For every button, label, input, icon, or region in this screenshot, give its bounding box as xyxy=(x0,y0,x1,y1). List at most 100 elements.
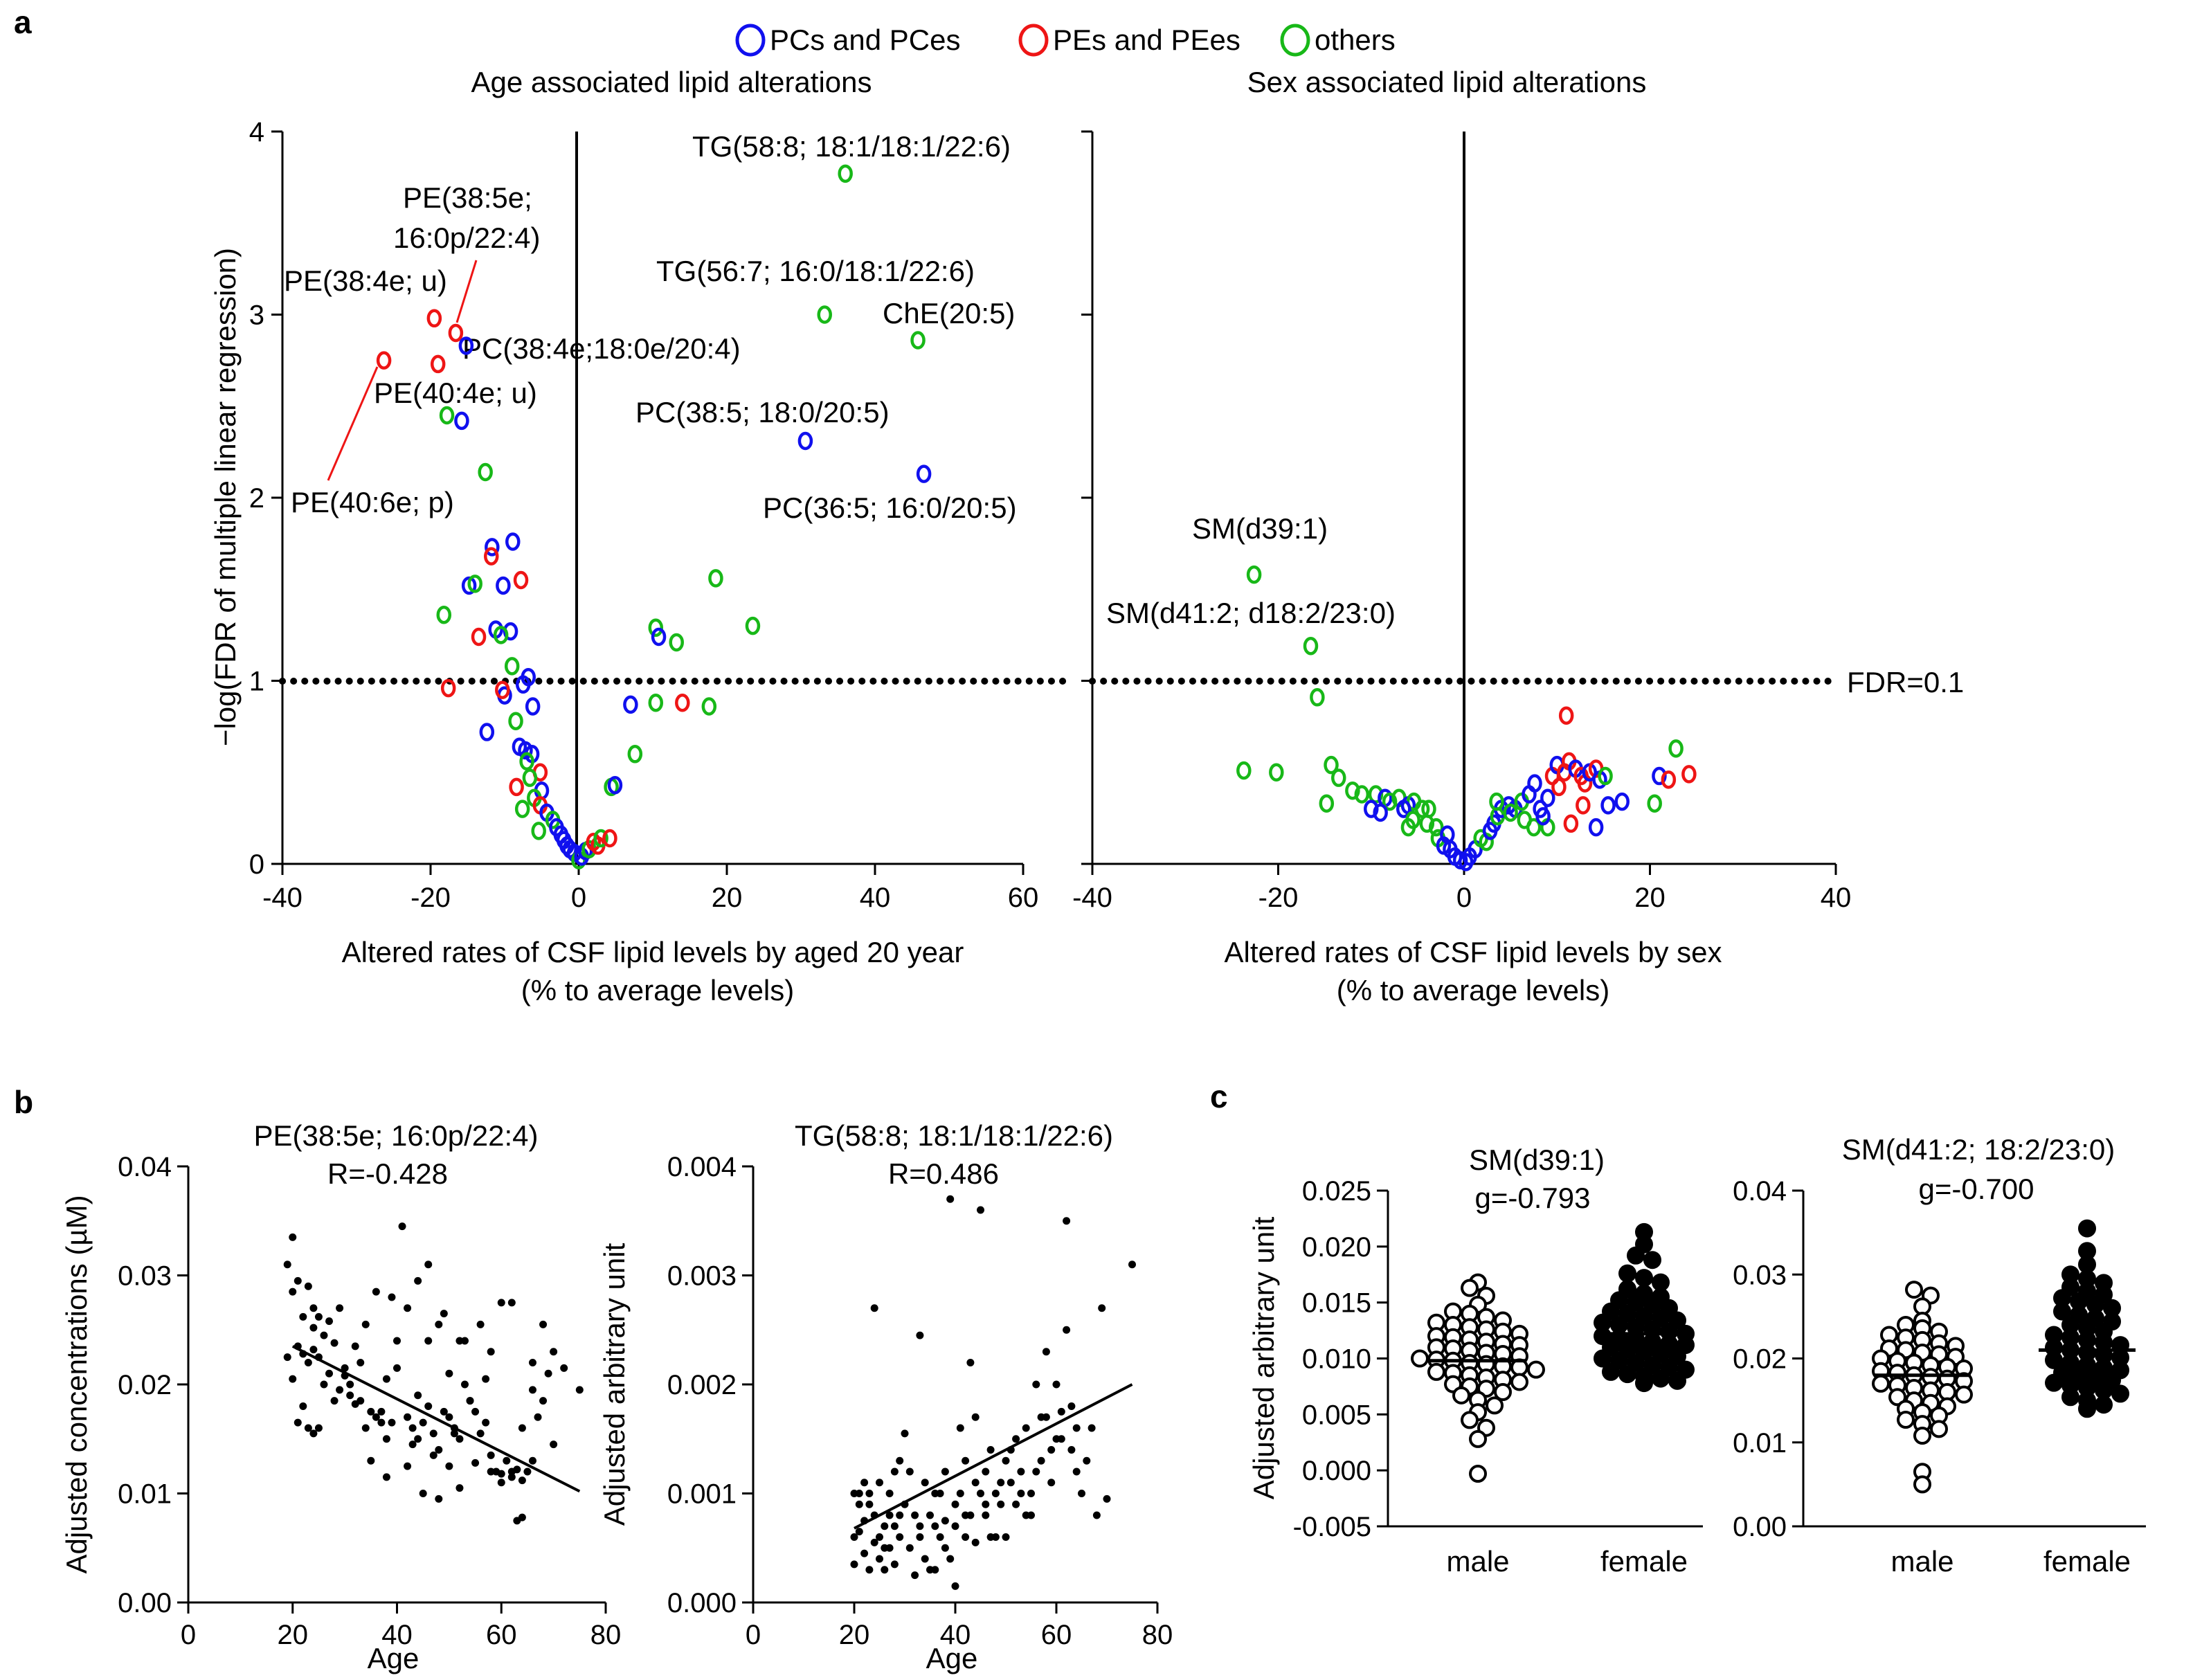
chart-b-pe: PE(38:5e; 16:0p/22:4) R=-0.428 0 20 40 60 80… xyxy=(60,1119,621,1674)
b-tg-point xyxy=(971,1538,980,1546)
c-sm391-point-male xyxy=(1452,1386,1470,1404)
b-pe-point xyxy=(372,1288,380,1296)
b-tg-point xyxy=(1103,1494,1111,1503)
c-sm391-ytick-label: 0.010 xyxy=(1302,1344,1371,1375)
b-pe-title: PE(38:5e; 16:0p/22:4) xyxy=(254,1119,539,1152)
c-sm412-point-female xyxy=(2095,1396,2113,1414)
a-sex-point-pc xyxy=(1600,796,1616,815)
b-pe-point xyxy=(388,1418,396,1427)
b-pe-point xyxy=(289,1375,297,1383)
b-pe-point xyxy=(388,1293,396,1301)
a-age-point-other xyxy=(508,712,523,730)
b-tg-point xyxy=(951,1500,959,1508)
b-pe-point xyxy=(497,1479,505,1487)
b-tg-point xyxy=(926,1511,934,1519)
c-sm412-point-female xyxy=(2045,1373,2063,1392)
a-sex-xtick-label: -40 xyxy=(1072,883,1112,913)
b-pe-point xyxy=(497,1470,505,1478)
c-sm391-point-female xyxy=(1668,1371,1686,1390)
c-sm412-point-male xyxy=(1872,1374,1890,1393)
a-sex-point-other xyxy=(1400,818,1416,837)
a-sex-point-pc xyxy=(1614,792,1630,811)
a-sex-point-other xyxy=(1668,739,1684,758)
a-age-point-pe xyxy=(483,547,499,566)
b-tg-point xyxy=(1027,1490,1035,1497)
c-sm391-ytick-label: 0.000 xyxy=(1302,1456,1371,1486)
b-pe-point xyxy=(377,1407,386,1416)
ann-tg-56-7: TG(56:7; 16:0/18:1/22:6) xyxy=(656,255,975,287)
b-pe-point xyxy=(357,1359,365,1366)
chart-a-age: Age associated lipid alterations -40 -20 0… xyxy=(209,66,1068,1006)
b-tg-point xyxy=(936,1533,944,1541)
c-sm391-point-female xyxy=(1594,1349,1612,1368)
b-tg-point xyxy=(926,1566,934,1574)
c-sm412-title: SM(d41:2; 18:2/23:0) xyxy=(1842,1133,2115,1166)
legend-label-other: others xyxy=(1315,24,1396,56)
leader-pe-38-5e xyxy=(455,260,478,323)
a-age-point-other xyxy=(648,693,664,712)
b-tg-point xyxy=(876,1555,883,1563)
a-age-point-pe xyxy=(448,323,464,343)
b-tg-point xyxy=(855,1500,863,1508)
a-sex-point-pc xyxy=(1527,774,1542,793)
b-pe-point xyxy=(460,1337,469,1345)
c-sm391-point-male xyxy=(1510,1373,1528,1391)
c-sm391-point-female xyxy=(1635,1374,1653,1393)
a-sex-point-other xyxy=(1269,763,1284,782)
b-pe-x-title: Age xyxy=(368,1642,419,1674)
b-tg-point xyxy=(1063,1217,1071,1225)
c-sm412-point-male xyxy=(1930,1420,1948,1438)
ann-sm-d39-1: SM(d39:1) xyxy=(1192,512,1328,545)
b-pe-point xyxy=(445,1462,453,1470)
c-sm412-point-female xyxy=(2078,1400,2096,1418)
b-pe-point xyxy=(455,1337,464,1345)
a-sex-point-pe xyxy=(1551,777,1567,797)
legend-marker-other xyxy=(1280,24,1310,57)
b-tg-point xyxy=(890,1560,899,1569)
b-pe-point xyxy=(393,1364,401,1372)
b-tg-point xyxy=(1022,1424,1030,1432)
b-pe-point xyxy=(414,1435,422,1443)
chart-a-sex-title: Sex associated lipid alterations xyxy=(1247,66,1647,98)
b-tg-point xyxy=(890,1467,899,1476)
b-tg-point xyxy=(941,1467,949,1476)
b-tg-point xyxy=(1057,1407,1065,1416)
a-age-xtick-label: 40 xyxy=(860,883,891,913)
b-pe-point xyxy=(482,1418,490,1427)
b-pe-point xyxy=(336,1386,344,1394)
b-pe-point xyxy=(445,1413,453,1421)
a-age-xtick-label: 0 xyxy=(571,883,586,913)
c-sm391-point-female xyxy=(1643,1251,1661,1270)
b-pe-point xyxy=(382,1435,390,1443)
b-tg-point xyxy=(905,1544,914,1552)
b-pe-point xyxy=(518,1476,526,1485)
b-tg-point xyxy=(890,1522,899,1530)
a-sex-point-other xyxy=(1647,794,1662,813)
b-tg-point xyxy=(951,1582,959,1590)
b-tg-xtick-label: 80 xyxy=(1142,1620,1173,1650)
a-sex-point-other xyxy=(1246,565,1262,584)
ann-pe-38-5e-b: 16:0p/22:4) xyxy=(393,222,541,254)
ann-pc-38-5: PC(38:5; 18:0/20:5) xyxy=(635,396,890,428)
b-tg-point xyxy=(962,1511,970,1519)
b-pe-point xyxy=(404,1413,412,1421)
a-sex-point-pe xyxy=(1558,706,1574,725)
b-tg-point xyxy=(881,1544,889,1552)
c-sm391-ytick-label: 0.020 xyxy=(1302,1232,1371,1263)
a-sex-point-other xyxy=(1489,792,1504,811)
b-tg-point xyxy=(1047,1479,1056,1487)
a-sex-point-pc xyxy=(1540,788,1555,808)
c-sm412-point-female xyxy=(2078,1219,2096,1238)
b-pe-point xyxy=(429,1429,437,1438)
b-tg-ytick-label: 0.002 xyxy=(667,1370,737,1400)
b-tg-point xyxy=(997,1479,1005,1487)
b-pe-point xyxy=(518,1513,526,1521)
b-tg-point xyxy=(982,1467,990,1476)
b-pe-point xyxy=(341,1364,349,1372)
b-pe-point xyxy=(476,1429,485,1438)
b-pe-point xyxy=(534,1413,542,1421)
fdr-threshold-label: FDR=0.1 xyxy=(1847,666,1964,698)
a-sex-point-other xyxy=(1236,761,1252,780)
a-age-ytick-label: 3 xyxy=(249,300,264,331)
b-pe-point xyxy=(382,1375,390,1383)
